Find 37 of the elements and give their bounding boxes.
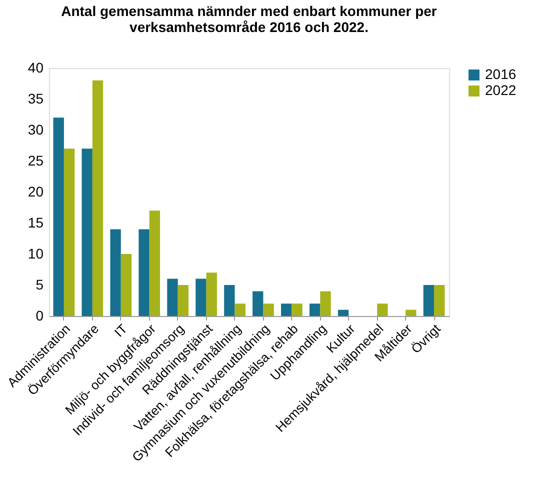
- bar: [292, 304, 302, 316]
- bar: [110, 229, 121, 316]
- bar: [64, 148, 75, 316]
- chart-title: Antal gemensamma nämnder med enbart kommuner per verksamhetsområde 2016 och 2022.: [61, 3, 438, 35]
- bar: [53, 118, 64, 316]
- y-tick-label: 5: [36, 276, 44, 292]
- bar: [178, 285, 188, 316]
- bar: [149, 210, 160, 316]
- y-tick-label: 30: [28, 122, 44, 138]
- bar: [263, 304, 274, 316]
- y-tick-label: 40: [28, 60, 44, 76]
- bar: [377, 304, 388, 316]
- bar: [206, 272, 217, 316]
- bar: [82, 148, 92, 316]
- bar: [234, 304, 246, 316]
- y-tick-label: 25: [28, 152, 44, 168]
- bar: [120, 254, 132, 316]
- y-tick-label: 35: [28, 90, 44, 106]
- y-tick-label: 10: [28, 246, 44, 262]
- bar: [281, 304, 292, 316]
- bar: [406, 310, 416, 316]
- y-tick-label: 15: [28, 214, 44, 230]
- bar: [196, 278, 206, 316]
- legend-label: 2016: [485, 66, 516, 82]
- bar: [138, 229, 150, 316]
- bar: [338, 310, 349, 316]
- bar: [423, 285, 434, 316]
- y-tick-label: 20: [28, 184, 44, 200]
- bar: [252, 291, 264, 316]
- legend-label: 2022: [485, 82, 516, 98]
- bar: [320, 291, 331, 316]
- bar: [434, 285, 445, 316]
- bar: [310, 304, 320, 316]
- bar: [167, 278, 178, 316]
- y-tick-label: 0: [36, 308, 44, 324]
- bar: [92, 80, 104, 316]
- bar: [224, 285, 235, 316]
